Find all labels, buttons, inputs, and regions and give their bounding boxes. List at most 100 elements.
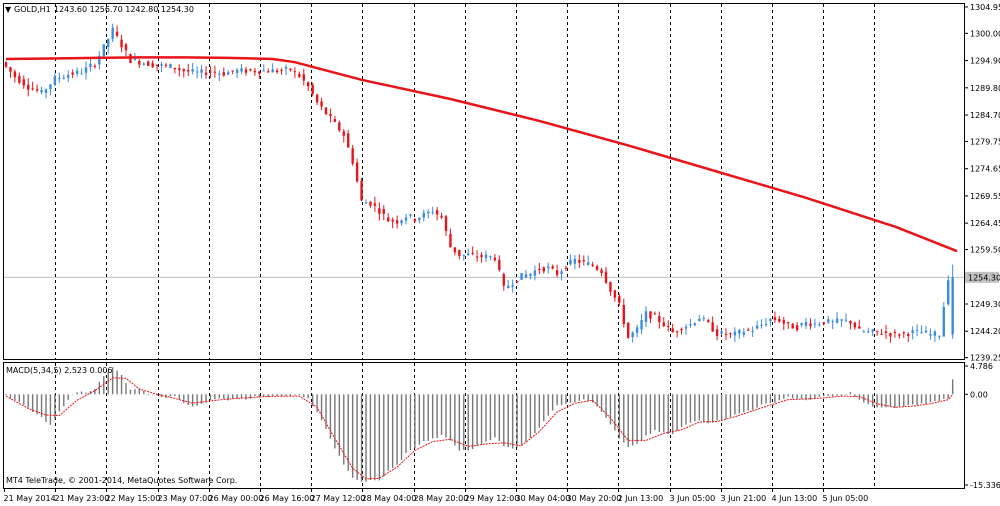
candle-body xyxy=(609,282,612,292)
candle-body xyxy=(947,280,950,305)
candle-body xyxy=(564,267,568,269)
candle-body xyxy=(80,73,83,75)
candle-body xyxy=(147,61,150,66)
candle-body xyxy=(929,333,932,336)
candle-body xyxy=(702,317,705,319)
candle-body xyxy=(178,68,181,71)
candle-body xyxy=(347,133,350,148)
price-tick-label: 1239.25 xyxy=(970,354,1000,363)
time-tick-label: 3 Jun 21:00 xyxy=(721,494,767,503)
candle-body xyxy=(622,305,625,324)
candle-body xyxy=(769,318,772,322)
time-tick-label: 26 May 00:00 xyxy=(209,494,264,503)
candle-body xyxy=(53,76,57,85)
candle-body xyxy=(747,329,750,331)
candle-body xyxy=(742,332,745,335)
candle-body xyxy=(187,70,190,72)
candle-body xyxy=(298,73,301,78)
price-tick-label: 1274.65 xyxy=(970,165,1000,174)
macd-panel xyxy=(3,362,965,489)
candle-body xyxy=(431,212,434,214)
candle-body xyxy=(395,220,399,224)
candle-body xyxy=(338,122,341,131)
candle-body xyxy=(631,332,634,338)
time-tick-label: 21 May 2014 xyxy=(4,494,56,503)
time-tick-label: 21 May 23:00 xyxy=(55,494,110,503)
candle-body xyxy=(862,331,865,333)
ohlc-values: 1243.60 1256.70 1242.80 1254.30 xyxy=(54,5,194,14)
candle-body xyxy=(849,321,852,324)
candle-body xyxy=(893,332,897,334)
candle-body xyxy=(658,316,661,323)
candle-body xyxy=(551,266,554,269)
price-axis: 1304.95 1300.00 1294.90 1289.80 1284.70 1279.… xyxy=(964,3,1000,363)
macd-axis: 4.786 0.00 -15.336 xyxy=(964,362,1000,490)
candle-body xyxy=(44,89,48,93)
candle-body xyxy=(924,330,928,333)
price-tick-label: 1289.80 xyxy=(970,84,1000,93)
candle-body xyxy=(315,94,319,103)
candle-body xyxy=(515,280,519,283)
candle-body xyxy=(191,69,194,72)
candle-body xyxy=(218,73,221,75)
candle-body xyxy=(329,113,332,117)
candle-body xyxy=(107,39,110,47)
candle-body xyxy=(720,331,723,334)
candle-body xyxy=(342,131,345,136)
candle-body xyxy=(235,69,239,73)
candle-body xyxy=(782,320,785,324)
candle-body xyxy=(938,336,941,338)
candle-body xyxy=(635,327,639,333)
candle-body xyxy=(160,64,163,66)
candle-body xyxy=(444,216,448,231)
candle-body xyxy=(711,322,714,332)
candle-body xyxy=(800,323,803,326)
candle-body xyxy=(542,267,545,272)
candle-body xyxy=(378,208,381,214)
candle-body xyxy=(853,322,857,328)
candle-body xyxy=(511,284,514,287)
candle-body xyxy=(35,89,39,91)
candle-body xyxy=(729,333,732,335)
candle-body xyxy=(115,31,119,36)
candle-body xyxy=(71,72,74,75)
candle-body xyxy=(484,254,488,258)
price-panel xyxy=(3,3,965,360)
macd-tick-label: 0.00 xyxy=(970,390,988,399)
candle-body xyxy=(333,118,337,122)
candle-body xyxy=(671,328,674,333)
candle-body xyxy=(595,266,599,270)
candle-body xyxy=(324,107,328,115)
candle-body xyxy=(453,247,457,253)
time-tick-label: 4 Jun 13:00 xyxy=(772,494,818,503)
candle-body xyxy=(400,220,403,224)
candle-body xyxy=(311,84,314,95)
moving-average-line xyxy=(5,56,958,253)
candle-body xyxy=(102,44,105,57)
time-tick-label: 30 May 20:00 xyxy=(567,494,622,503)
candle-body xyxy=(884,331,888,333)
candle-body xyxy=(724,333,728,335)
candle-body xyxy=(822,322,825,324)
time-tick-label: 22 May 15:00 xyxy=(106,494,161,503)
candle-body xyxy=(204,72,208,75)
time-tick-label: 2 Jun 13:00 xyxy=(618,494,664,503)
price-tick-label: 1259.50 xyxy=(970,246,1000,255)
candle-body xyxy=(529,273,532,276)
candle-body xyxy=(627,322,630,338)
candle-body xyxy=(213,71,217,73)
candle-body xyxy=(489,256,492,258)
time-tick-label: 5 Jun 05:00 xyxy=(823,494,869,503)
time-tick-label: 30 May 04:00 xyxy=(516,494,571,503)
chart-menu-icon[interactable]: ▼ xyxy=(5,5,12,14)
candle-body xyxy=(267,71,270,73)
candle-body xyxy=(871,329,874,332)
candle-body xyxy=(475,256,479,258)
candle-body xyxy=(835,318,839,323)
candle-body xyxy=(880,333,883,335)
candle-body xyxy=(560,271,563,275)
candle-body xyxy=(155,64,159,66)
candle-body xyxy=(867,331,870,333)
candle-body xyxy=(22,79,25,86)
candle-body xyxy=(689,324,692,326)
